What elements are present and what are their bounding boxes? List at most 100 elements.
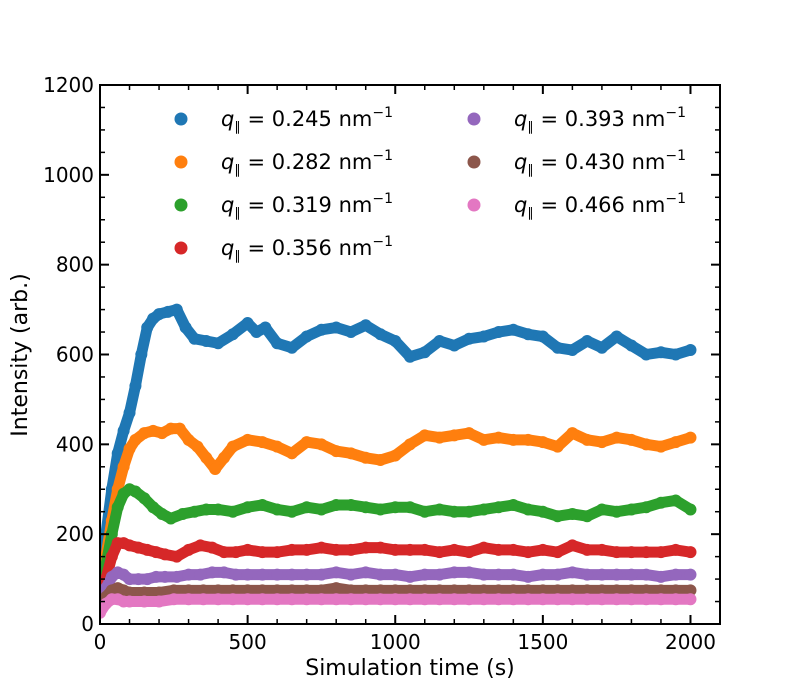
data-point xyxy=(285,543,298,556)
data-point xyxy=(389,501,402,514)
data-point xyxy=(197,593,210,606)
data-point xyxy=(344,584,357,597)
data-point xyxy=(173,422,186,435)
data-point xyxy=(669,593,682,606)
data-point xyxy=(226,584,239,597)
data-point xyxy=(241,593,254,606)
data-point xyxy=(158,548,171,561)
data-point xyxy=(212,503,225,516)
data-point xyxy=(241,433,254,446)
data-point xyxy=(610,593,623,606)
data-point xyxy=(669,584,682,597)
data-point xyxy=(359,584,372,597)
data-point xyxy=(463,332,476,345)
data-point xyxy=(654,593,667,606)
data-point xyxy=(418,543,431,556)
data-point xyxy=(404,593,416,606)
data-point xyxy=(684,593,697,606)
data-point xyxy=(669,568,682,581)
data-point xyxy=(522,503,535,516)
data-point xyxy=(477,568,490,581)
data-point xyxy=(669,436,682,449)
data-point xyxy=(433,503,446,516)
data-point xyxy=(404,350,416,363)
data-point xyxy=(625,433,638,446)
data-point xyxy=(229,568,242,581)
data-point xyxy=(551,593,564,606)
data-point xyxy=(197,584,210,597)
data-point xyxy=(315,568,328,581)
data-point xyxy=(492,431,505,444)
data-point xyxy=(684,584,697,597)
x-tick-label: 1500 xyxy=(517,630,568,654)
data-point xyxy=(359,541,372,554)
data-point xyxy=(135,348,148,361)
data-point xyxy=(105,550,118,563)
data-point xyxy=(206,566,219,579)
data-point xyxy=(374,593,387,606)
legend-item-q-0.356: q∥ = 0.356 nm−1 xyxy=(174,234,393,264)
data-point xyxy=(640,438,653,451)
data-point xyxy=(374,454,387,467)
data-point xyxy=(123,442,136,455)
y-tick-label: 200 xyxy=(56,522,94,546)
data-point xyxy=(551,440,564,453)
data-point xyxy=(669,494,682,507)
data-point xyxy=(344,326,357,339)
data-point xyxy=(492,326,505,339)
data-point xyxy=(271,503,284,516)
data-point xyxy=(256,593,269,606)
data-point xyxy=(330,543,343,556)
data-point xyxy=(654,440,667,453)
data-point xyxy=(226,505,239,518)
data-point xyxy=(433,431,446,444)
data-point xyxy=(654,346,667,359)
data-point xyxy=(170,550,183,563)
data-point xyxy=(654,546,667,559)
series-q-0.282 xyxy=(100,422,697,604)
data-point xyxy=(129,433,142,446)
data-point xyxy=(200,335,213,348)
data-point xyxy=(359,566,372,579)
data-point xyxy=(330,593,343,606)
y-tick-label: 1200 xyxy=(43,73,94,97)
series-q-0.393 xyxy=(100,566,697,615)
data-point xyxy=(684,568,697,581)
legend-marker xyxy=(467,155,481,169)
data-point xyxy=(285,593,298,606)
data-point xyxy=(507,593,520,606)
data-point xyxy=(182,568,195,581)
legend-marker xyxy=(174,112,188,126)
series-q-0.319 xyxy=(100,483,697,608)
data-point xyxy=(111,447,124,460)
y-tick-label: 0 xyxy=(81,612,94,636)
legend-label: q∥ = 0.430 nm−1 xyxy=(514,148,686,178)
data-point xyxy=(595,341,608,354)
data-point xyxy=(536,568,549,581)
data-point xyxy=(206,541,219,554)
data-point xyxy=(132,573,145,586)
data-point xyxy=(271,546,284,559)
data-point xyxy=(315,438,328,451)
data-point xyxy=(522,546,535,559)
data-point xyxy=(477,330,490,343)
data-point xyxy=(551,341,564,354)
data-point xyxy=(123,586,136,599)
data-point xyxy=(684,431,697,444)
data-point xyxy=(330,498,343,511)
data-point xyxy=(100,606,106,619)
data-point xyxy=(226,328,239,341)
legend-item-q-0.430: q∥ = 0.430 nm−1 xyxy=(467,148,686,178)
data-point xyxy=(684,546,697,559)
y-axis-label: Intensity (arb.) xyxy=(8,273,33,436)
data-point xyxy=(566,344,579,357)
data-point xyxy=(389,584,402,597)
data-point xyxy=(164,422,177,435)
data-point xyxy=(522,584,535,597)
data-point xyxy=(684,344,697,357)
data-point xyxy=(448,566,461,579)
data-point xyxy=(170,570,183,583)
data-point xyxy=(285,341,298,354)
data-point xyxy=(404,438,416,451)
data-point xyxy=(536,543,549,556)
